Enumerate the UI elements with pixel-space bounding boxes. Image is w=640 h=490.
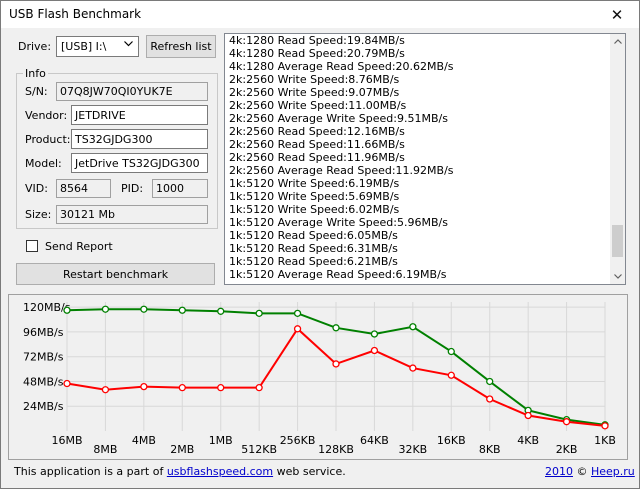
log-line: 4k:1280 Read Speed:19.84MB/s	[229, 34, 405, 47]
product-label: Product:	[25, 133, 71, 146]
heep-link[interactable]: Heep.ru	[591, 465, 635, 478]
size-label: Size:	[25, 208, 52, 221]
log-line: 1k:5120 Write Speed:6.02MB/s	[229, 203, 400, 216]
info-group	[16, 73, 218, 229]
scroll-thumb[interactable]	[612, 225, 623, 257]
footer-year[interactable]: 2010	[545, 465, 573, 478]
model-field[interactable]: JetDrive TS32GJDG300	[71, 153, 208, 173]
model-label: Model:	[25, 157, 62, 170]
restart-benchmark-button[interactable]: Restart benchmark	[16, 263, 215, 285]
log-line: 2k:2560 Write Speed:8.76MB/s	[229, 73, 400, 86]
chevron-down-icon	[124, 39, 133, 50]
close-icon[interactable]: ✕	[610, 5, 624, 24]
log-line: 1k:5120 Write Speed:6.19MB/s	[229, 177, 400, 190]
log-line: 1k:5120 Average Read Speed:6.19MB/s	[229, 268, 447, 281]
drive-select-value: [USB] I:\	[61, 40, 107, 53]
footer-note: This application is a part of usbflashsp…	[14, 465, 346, 478]
scroll-down-icon[interactable]	[610, 269, 625, 284]
usbflashspeed-link[interactable]: usbflashspeed.com	[166, 465, 274, 478]
log-scrollbar[interactable]	[610, 34, 625, 284]
log-line: 4k:1280 Average Read Speed:20.62MB/s	[229, 60, 454, 73]
vendor-label: Vendor:	[25, 109, 68, 122]
log-line: 1k:5120 Read Speed:6.21MB/s	[229, 255, 398, 268]
footer-text-after: web service.	[273, 465, 346, 478]
window-title: USB Flash Benchmark	[9, 7, 142, 21]
footer-text-before: This application is a part of	[14, 465, 167, 478]
log-line: 1k:5120 Read Speed:6.05MB/s	[229, 229, 398, 242]
send-report-label[interactable]: Send Report	[45, 240, 113, 253]
pid-label: PID:	[121, 182, 144, 195]
product-field[interactable]: TS32GJDG300	[71, 129, 208, 149]
scroll-up-icon[interactable]	[610, 34, 625, 49]
log-line: 1k:5120 Write Speed:5.69MB/s	[229, 190, 400, 203]
send-report-checkbox[interactable]	[26, 240, 38, 252]
log-line: 2k:2560 Write Speed:9.07MB/s	[229, 86, 400, 99]
vendor-field[interactable]: JETDRIVE	[71, 105, 208, 125]
info-group-label: Info	[23, 67, 48, 80]
drive-select[interactable]: [USB] I:\	[56, 36, 139, 57]
footer-sep: ©	[573, 465, 591, 478]
sn-field: 07Q8JW70QI0YUK7E	[56, 82, 208, 101]
title-bar: USB Flash Benchmark ✕	[1, 1, 639, 28]
speed-chart-frame	[8, 294, 628, 460]
log-line: 2k:2560 Average Write Speed:9.51MB/s	[229, 112, 448, 125]
sn-label: S/N:	[25, 85, 48, 98]
results-log[interactable]: 4k:1280 Read Speed:19.84MB/s 4k:1280 Read…	[224, 33, 626, 285]
pid-field: 1000	[152, 179, 208, 198]
size-field: 30121 Mb	[56, 205, 208, 224]
log-lines: 4k:1280 Read Speed:19.84MB/s 4k:1280 Read…	[225, 34, 625, 281]
vid-field: 8564	[56, 179, 111, 198]
log-line: 1k:5120 Read Speed:6.31MB/s	[229, 242, 398, 255]
log-line: 2k:2560 Average Read Speed:11.92MB/s	[229, 164, 454, 177]
log-line: 4k:1280 Read Speed:20.79MB/s	[229, 47, 405, 60]
refresh-list-button[interactable]: Refresh list	[146, 35, 216, 58]
vid-label: VID:	[25, 182, 48, 195]
log-line: 2k:2560 Read Speed:12.16MB/s	[229, 125, 405, 138]
log-line: 2k:2560 Read Speed:11.96MB/s	[229, 151, 405, 164]
footer-copyright: 2010 © Heep.ru	[545, 465, 635, 478]
log-line: 2k:2560 Read Speed:11.66MB/s	[229, 138, 405, 151]
log-line: 2k:2560 Write Speed:11.00MB/s	[229, 99, 407, 112]
drive-label: Drive:	[18, 40, 52, 53]
log-line: 1k:5120 Average Write Speed:5.96MB/s	[229, 216, 448, 229]
